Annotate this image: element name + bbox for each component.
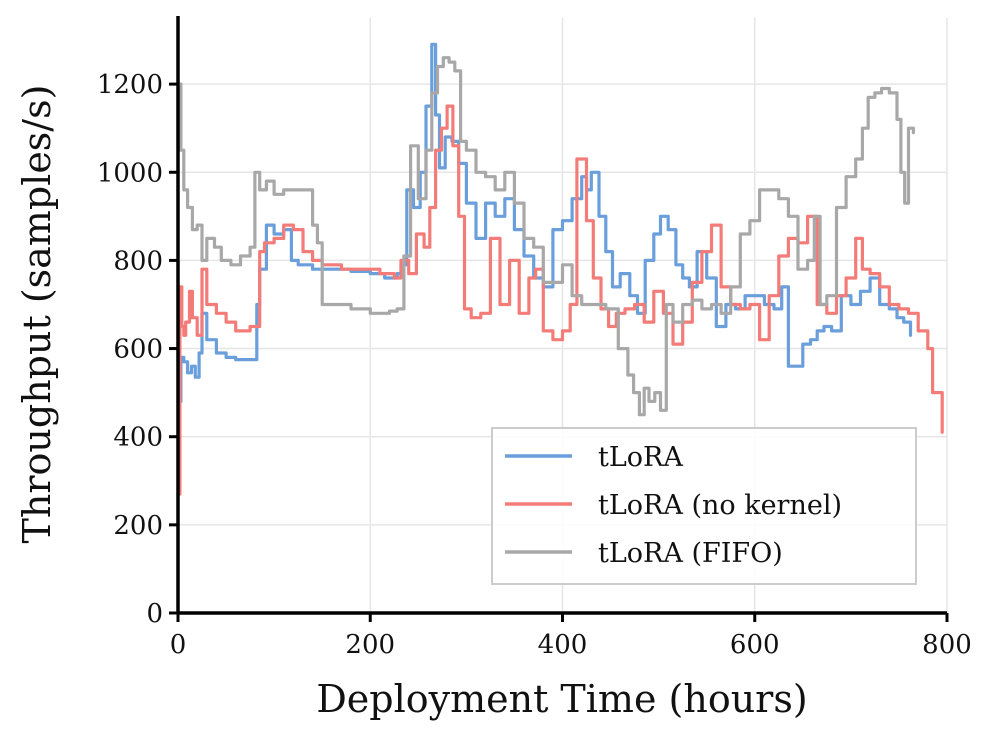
series-line-tlora-no-kernel bbox=[176, 104, 944, 496]
x-tick-label: 800 bbox=[922, 630, 972, 660]
legend: tLoRA tLoRA (no kernel) tLoRA (FIFO) bbox=[491, 427, 917, 585]
y-tick-label: 0 bbox=[146, 599, 163, 629]
legend-label-tlora: tLoRA bbox=[598, 442, 683, 473]
x-tick-label: 600 bbox=[730, 630, 780, 660]
y-tick-label: 600 bbox=[113, 335, 163, 365]
legend-box bbox=[491, 427, 917, 585]
series-layer bbox=[176, 42, 944, 496]
x-tick-label: 0 bbox=[170, 630, 187, 660]
legend-label-tlora-fifo: tLoRA (FIFO) bbox=[598, 538, 783, 569]
y-tick-label: 200 bbox=[113, 511, 163, 541]
series-line-tlora-fifo bbox=[176, 56, 915, 417]
y-tick-label: 1200 bbox=[97, 70, 163, 100]
y-axis-title: Throughput (samples/s) bbox=[15, 85, 59, 544]
axes bbox=[169, 16, 949, 622]
y-tick-label: 400 bbox=[113, 423, 163, 453]
x-tick-label: 200 bbox=[345, 630, 395, 660]
tick-labels: 0 200 400 600 800 0 200 400 600 800 1000 1200 bbox=[97, 70, 972, 660]
y-tick-label: 1000 bbox=[97, 158, 163, 188]
legend-label-tlora-no-kernel: tLoRA (no kernel) bbox=[598, 490, 842, 521]
x-tick-label: 400 bbox=[538, 630, 588, 660]
y-tick-label: 800 bbox=[113, 246, 163, 276]
x-axis-title: Deployment Time (hours) bbox=[316, 677, 807, 721]
